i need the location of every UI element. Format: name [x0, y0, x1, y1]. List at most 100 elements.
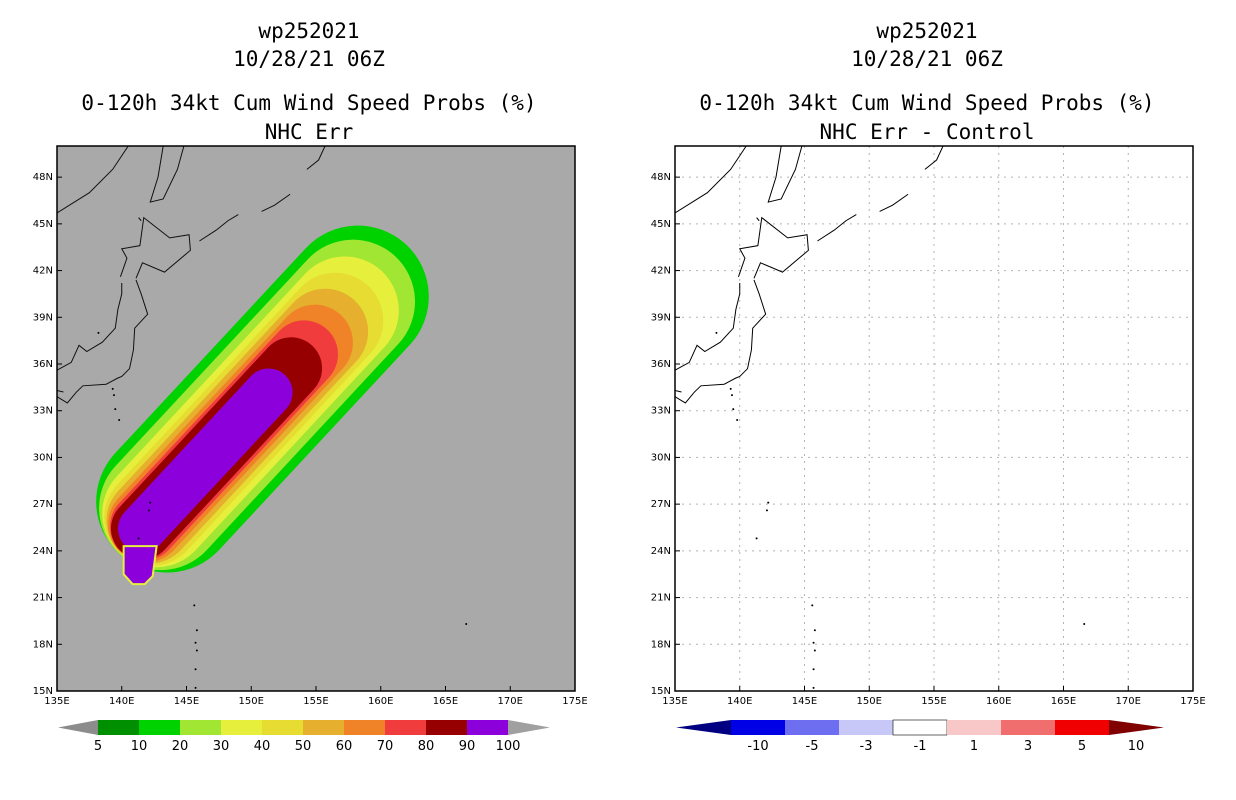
- coastline: [675, 146, 747, 214]
- x-tick-label: 170E: [498, 696, 523, 707]
- island: [812, 641, 815, 644]
- island: [767, 501, 770, 504]
- x-tick-label: 160E: [986, 696, 1011, 707]
- coastline: [138, 217, 142, 222]
- coastline: [149, 146, 185, 203]
- colorbar-label: -10: [747, 739, 768, 754]
- colorbar-label: -5: [806, 739, 819, 754]
- x-tick-label: 155E: [921, 696, 946, 707]
- y-tick-label: 21N: [33, 593, 53, 604]
- y-tick-label: 27N: [651, 499, 671, 510]
- plot-area: [675, 146, 1193, 691]
- colorbar-swatch: [892, 719, 948, 736]
- difference-panel: wp252021 10/28/21 06Z 0-120h 34kt Cum Wi…: [618, 0, 1236, 800]
- coastline: [209, 146, 212, 147]
- colorbar-high-arrow: [1109, 720, 1164, 735]
- coastline: [306, 146, 326, 170]
- colorbar-swatch: [344, 720, 385, 735]
- chart-subtitle: NHC Err - Control: [819, 120, 1035, 144]
- coastline: [756, 217, 760, 222]
- y-tick-label: 18N: [651, 639, 671, 650]
- colorbar-label: 20: [172, 739, 189, 754]
- island: [112, 394, 115, 397]
- island: [195, 629, 198, 632]
- island: [715, 331, 718, 334]
- island: [813, 629, 816, 632]
- x-tick-label: 160E: [368, 696, 393, 707]
- colorbar-swatch: [947, 720, 1001, 735]
- colorbar-label: 100: [496, 739, 521, 754]
- colorbar-swatch: [467, 720, 508, 735]
- island: [755, 537, 758, 540]
- y-tick-label: 48N: [33, 172, 53, 183]
- probability-map: 15N 18N 21N 24N 27N 30N 33N 36N 39N 42N 45N 48N 135E…: [33, 145, 588, 754]
- y-tick-label: 36N: [33, 359, 53, 370]
- colorbar-swatch: [180, 720, 221, 735]
- x-tick-label: 135E: [44, 696, 69, 707]
- y-tick-label: 15N: [33, 686, 53, 697]
- coastline: [675, 283, 741, 371]
- datetime-title: 10/28/21 06Z: [233, 47, 385, 71]
- colorbar-swatch: [98, 720, 139, 735]
- coastline: [675, 389, 682, 393]
- colorbar-label: 40: [254, 739, 271, 754]
- y-tick-label: 42N: [651, 266, 671, 277]
- datetime-title: 10/28/21 06Z: [851, 47, 1003, 71]
- coastline: [199, 214, 239, 242]
- coastline: [57, 283, 123, 371]
- probability-swath: [96, 225, 429, 573]
- x-tick-label: 165E: [1051, 696, 1076, 707]
- island: [1083, 623, 1086, 626]
- island: [811, 604, 814, 607]
- island: [97, 331, 100, 334]
- coastline: [817, 214, 857, 242]
- colorbar-low-arrow: [58, 720, 98, 735]
- initial-position-area: [122, 545, 158, 586]
- x-tick-label: 150E: [239, 696, 264, 707]
- colorbar-swatch: [839, 720, 893, 735]
- colorbar-label: 90: [459, 739, 476, 754]
- colorbar-label: -3: [860, 739, 873, 754]
- colorbar-label: 50: [295, 739, 312, 754]
- y-tick-label: 45N: [651, 219, 671, 230]
- colorbar-label: -1: [914, 739, 927, 754]
- island: [732, 408, 735, 411]
- y-tick-label: 21N: [651, 593, 671, 604]
- island: [736, 419, 739, 422]
- colorbar-label: 80: [418, 739, 435, 754]
- difference-map: 15N 18N 21N 24N 27N 30N 33N 36N 39N 42N 45N 48N 135E…: [651, 145, 1206, 754]
- coastline: [119, 216, 191, 279]
- colorbar-label: 5: [94, 739, 102, 754]
- chart-subtitle: NHC Err: [264, 120, 354, 144]
- colorbar-label: 5: [1078, 739, 1086, 754]
- colorbar-swatch: [1001, 720, 1055, 735]
- x-tick-label: 145E: [792, 696, 817, 707]
- coastline: [57, 279, 149, 404]
- y-tick-label: 45N: [33, 219, 53, 230]
- colorbar-swatch: [426, 720, 467, 735]
- y-tick-label: 24N: [651, 546, 671, 557]
- x-tick-label: 170E: [1116, 696, 1141, 707]
- colorbar-swatch: [221, 720, 262, 735]
- island: [149, 501, 152, 504]
- island: [729, 387, 732, 390]
- colorbar-swatch: [1055, 720, 1109, 735]
- island: [765, 509, 768, 512]
- y-tick-label: 33N: [33, 406, 53, 417]
- y-tick-label: 30N: [651, 452, 671, 463]
- coastline: [675, 279, 767, 404]
- x-tick-label: 155E: [303, 696, 328, 707]
- island: [812, 686, 815, 689]
- x-tick-label: 140E: [727, 696, 752, 707]
- island: [194, 641, 197, 644]
- colorbar-swatch: [139, 720, 180, 735]
- island: [730, 394, 733, 397]
- colorbar-label: 3: [1024, 739, 1032, 754]
- chart-title: 0-120h 34kt Cum Wind Speed Probs (%): [81, 91, 537, 115]
- x-tick-label: 140E: [109, 696, 134, 707]
- colorbar: 5 10 20 30 40 50 60 70 80 90 100: [58, 720, 550, 754]
- colorbar-high-arrow: [508, 720, 550, 735]
- island: [465, 623, 468, 626]
- y-tick-label: 15N: [651, 686, 671, 697]
- island: [812, 668, 815, 671]
